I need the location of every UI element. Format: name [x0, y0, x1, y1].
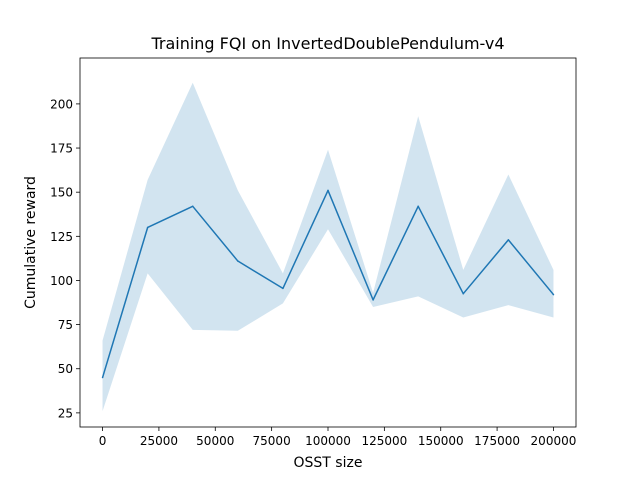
data-point: [462, 292, 465, 295]
confidence-band: [102, 82, 554, 412]
y-axis-label: Cumulative reward: [23, 176, 39, 309]
y-tick-label: 175: [50, 142, 73, 156]
data-point: [552, 293, 555, 296]
data-point: [237, 260, 239, 262]
data-point: [372, 299, 374, 301]
data-point: [417, 205, 419, 208]
confidence-band-layer: [102, 82, 554, 412]
chart-title: Training FQI on InvertedDoublePendulum-v…: [150, 34, 504, 53]
y-tick-label: 125: [50, 230, 73, 244]
x-axis-ticks: 0 25000 50000 75000 100000 125000 150000 175000…: [99, 427, 577, 448]
data-point: [191, 205, 194, 208]
data-point: [146, 226, 149, 229]
x-axis-label: OSST size: [294, 455, 363, 471]
x-tick-label: 175000: [474, 434, 520, 448]
y-tick-label: 25: [58, 406, 73, 420]
data-point: [282, 287, 284, 290]
x-tick-label: 25000: [140, 434, 178, 448]
y-tick-label: 75: [58, 318, 73, 332]
x-tick-label: 75000: [253, 434, 291, 448]
series-line-layer: [101, 189, 555, 379]
x-tick-label: 100000: [305, 434, 351, 448]
x-tick-label: 50000: [196, 434, 234, 448]
x-tick-label: 150000: [418, 434, 464, 448]
y-tick-label: 50: [58, 362, 73, 376]
y-tick-label: 100: [50, 274, 73, 288]
y-tick-label: 150: [50, 186, 73, 200]
data-point: [327, 189, 329, 192]
data-point: [101, 376, 104, 379]
x-tick-label: 200000: [531, 434, 577, 448]
y-axis-ticks: 25 50 75 100 125 150 175 200: [50, 97, 80, 420]
y-tick-label: 200: [50, 97, 73, 111]
x-tick-label: 125000: [361, 434, 407, 448]
x-tick-label: 0: [99, 434, 107, 448]
data-point: [507, 239, 510, 241]
